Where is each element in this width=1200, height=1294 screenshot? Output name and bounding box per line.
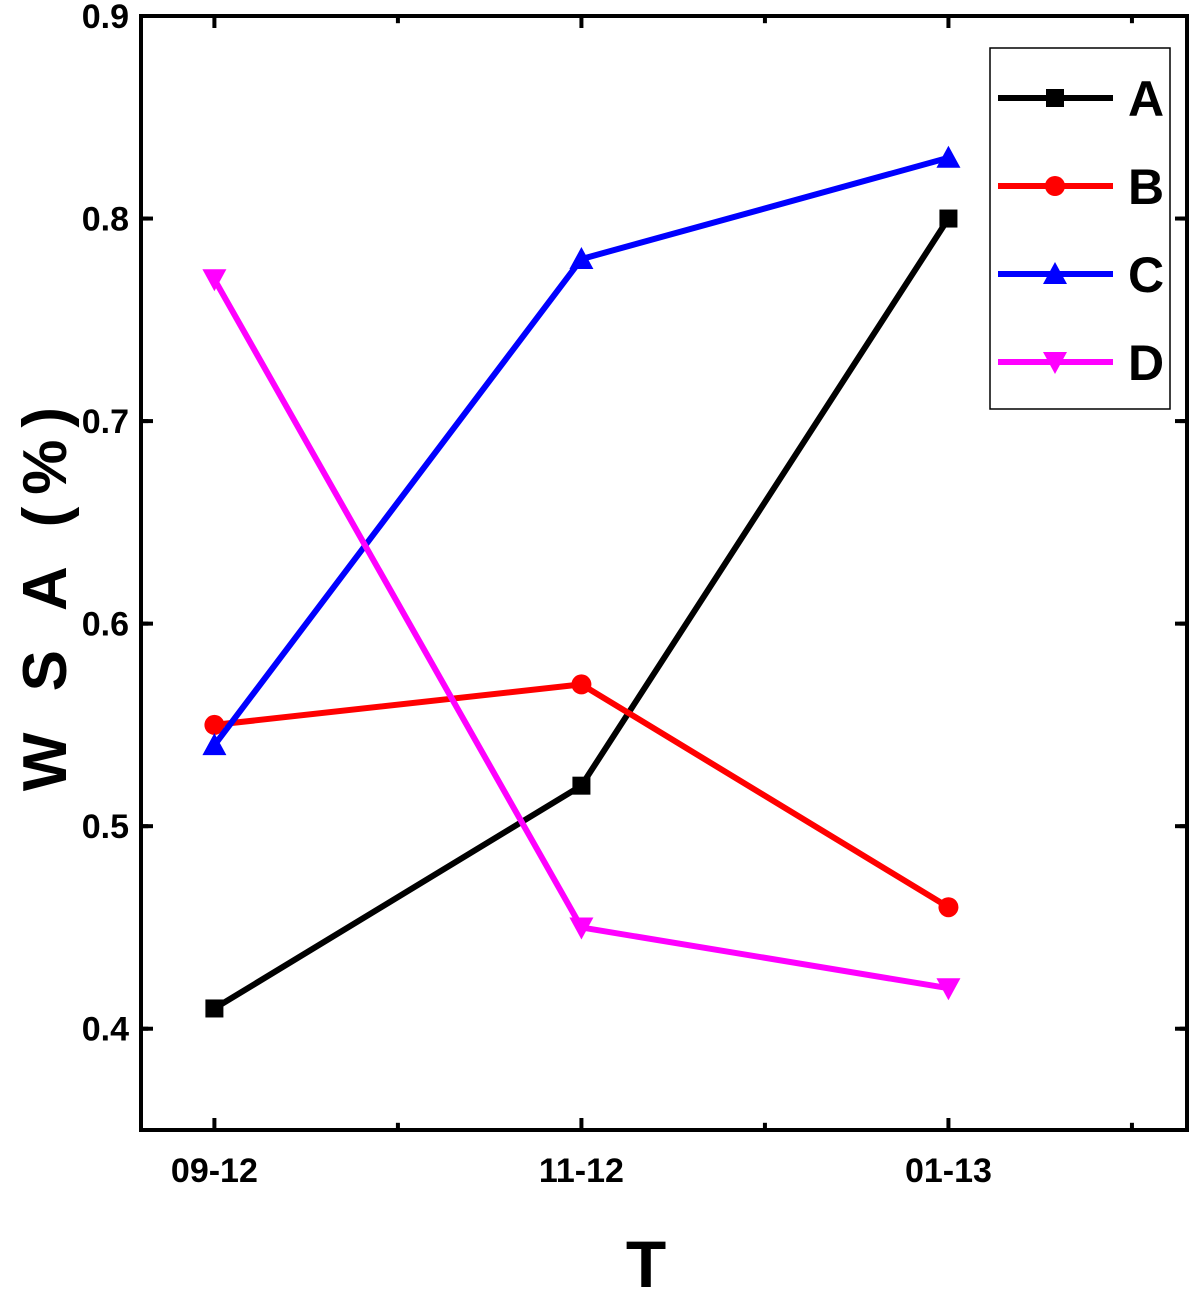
- series-line-b: [214, 681, 950, 910]
- legend-label: D: [1128, 335, 1164, 391]
- y-tick-label: 0.4: [82, 1011, 129, 1049]
- legend-swatch-marker: [1043, 262, 1067, 284]
- data-point-b: [204, 714, 225, 735]
- y-tick-label: 0.7: [82, 403, 129, 441]
- y-tick-label: 0.9: [82, 0, 129, 36]
- x-tick-label: 09-12: [171, 1152, 258, 1190]
- x-tick-label: 01-13: [905, 1152, 992, 1190]
- data-point-c: [202, 733, 227, 756]
- axis-ticks: 0.4 0.5 0.6 0.7 0.8 0.9 09-12 11-12 01-13: [82, 0, 1187, 1190]
- y-axis-title: W S A (%): [11, 395, 80, 791]
- legend-entry-a: A: [998, 71, 1164, 127]
- legend-entry-c: C: [998, 247, 1164, 303]
- legend-label: C: [1128, 247, 1164, 303]
- data-point-a: [939, 209, 958, 228]
- series-c: [202, 145, 961, 756]
- data-point-b: [571, 674, 592, 695]
- plot-frame: [139, 14, 1189, 1132]
- legend-label: A: [1128, 71, 1164, 127]
- legend-swatch-marker: [1045, 176, 1065, 196]
- series-line-c: [212, 154, 950, 747]
- series-layer: [202, 145, 961, 1018]
- legend-box: [989, 47, 1171, 410]
- data-point-c: [936, 145, 961, 168]
- y-tick-label: 0.6: [82, 606, 129, 644]
- series-a: [205, 209, 958, 1018]
- y-tick-label: 0.8: [82, 201, 129, 239]
- legend-entry-d: D: [998, 335, 1164, 391]
- data-point-c: [569, 247, 594, 270]
- legend-swatch-marker: [1046, 89, 1064, 107]
- data-point-d: [569, 917, 594, 940]
- series-b: [204, 674, 959, 918]
- series-line-a: [212, 216, 951, 1012]
- legend-label: B: [1128, 159, 1164, 215]
- legend-entry-b: B: [998, 159, 1164, 215]
- legend-swatch-marker: [1043, 352, 1067, 374]
- x-axis-title: T: [626, 1227, 666, 1294]
- data-point-d: [202, 269, 227, 292]
- data-point-d: [936, 978, 961, 1001]
- data-point-a: [205, 999, 224, 1018]
- x-tick-label: 11-12: [539, 1152, 624, 1190]
- series-d: [202, 269, 961, 1001]
- y-tick-label: 0.5: [82, 808, 129, 846]
- data-point-a: [572, 776, 591, 795]
- data-point-b: [938, 897, 959, 918]
